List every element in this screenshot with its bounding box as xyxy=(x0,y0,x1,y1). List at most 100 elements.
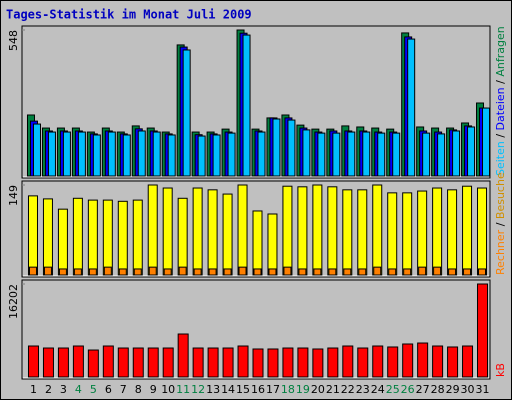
bar xyxy=(418,266,427,276)
bar xyxy=(313,268,322,276)
bar xyxy=(478,268,487,276)
bar xyxy=(403,268,412,276)
bar xyxy=(87,349,99,378)
bar xyxy=(327,186,338,276)
y-tick-label: 16202 xyxy=(7,284,20,319)
bar xyxy=(222,193,233,276)
x-tick-label: 9 xyxy=(150,383,157,396)
bar xyxy=(47,131,56,177)
x-tick-label: 15 xyxy=(236,383,250,396)
bar xyxy=(208,268,217,276)
bar xyxy=(297,186,308,276)
x-tick-label: 1 xyxy=(30,383,37,396)
bar xyxy=(43,266,52,276)
bar xyxy=(372,345,384,378)
x-tick-label: 25 xyxy=(386,383,400,396)
x-tick-label: 27 xyxy=(416,383,430,396)
bar xyxy=(177,333,189,378)
bar xyxy=(267,213,278,276)
bar xyxy=(362,131,371,177)
bar xyxy=(222,347,234,378)
bar xyxy=(42,347,54,378)
bar xyxy=(357,347,369,378)
bar xyxy=(373,266,382,276)
bar xyxy=(147,347,159,378)
legend-separator: / xyxy=(494,130,507,141)
bar xyxy=(287,119,296,177)
bar xyxy=(72,345,84,378)
bar xyxy=(147,184,158,276)
x-tick-label: 2 xyxy=(45,383,52,396)
bar xyxy=(448,268,457,276)
bar xyxy=(192,187,203,276)
legend: kB xyxy=(494,363,507,377)
bar xyxy=(332,132,341,177)
legend-entry: kB xyxy=(494,363,507,377)
bar xyxy=(358,268,367,276)
bar xyxy=(432,345,444,378)
x-tick-label: 24 xyxy=(371,383,385,396)
x-tick-label: 30 xyxy=(461,383,475,396)
x-tick-label: 13 xyxy=(206,383,220,396)
bar xyxy=(118,268,127,276)
bar xyxy=(447,346,459,378)
bar xyxy=(117,200,128,276)
bar xyxy=(207,347,219,378)
bar xyxy=(162,347,174,378)
bar xyxy=(238,266,247,276)
bar xyxy=(402,192,413,276)
bar xyxy=(117,347,129,378)
bar xyxy=(463,268,472,276)
bar xyxy=(298,268,307,276)
x-tick-label: 10 xyxy=(161,383,175,396)
bar xyxy=(28,266,37,276)
bar xyxy=(467,126,476,177)
bar xyxy=(388,268,397,276)
bar xyxy=(102,199,113,276)
bar xyxy=(312,184,323,276)
chart-title: Tages-Statistik im Monat Juli 2009 xyxy=(6,8,252,22)
bar xyxy=(282,347,294,378)
bar xyxy=(482,107,491,177)
bar xyxy=(163,268,172,276)
x-tick-label: 23 xyxy=(356,383,370,396)
bar xyxy=(252,348,264,378)
bar xyxy=(212,134,221,177)
bar xyxy=(328,268,337,276)
bar xyxy=(372,184,383,276)
x-tick-label: 31 xyxy=(476,383,490,396)
bar xyxy=(192,347,204,378)
bar xyxy=(193,268,202,276)
bar xyxy=(268,268,277,276)
bar xyxy=(357,189,368,276)
bar xyxy=(402,343,414,378)
bar xyxy=(422,132,431,177)
x-tick-label: 28 xyxy=(431,383,445,396)
bar xyxy=(177,197,188,276)
bar xyxy=(302,129,311,177)
x-tick-label: 26 xyxy=(401,383,415,396)
x-tick-label: 4 xyxy=(75,383,82,396)
bar xyxy=(87,199,98,276)
bar xyxy=(132,199,143,276)
bar xyxy=(387,192,398,276)
bar xyxy=(257,131,266,177)
legend: Rechner / Besuche xyxy=(494,172,507,275)
bar xyxy=(42,198,53,276)
bar xyxy=(282,185,293,276)
bar xyxy=(102,345,114,378)
x-tick-label: 20 xyxy=(311,383,325,396)
bar xyxy=(347,131,356,177)
bar xyxy=(167,134,176,177)
bar xyxy=(477,283,489,378)
bar xyxy=(477,187,488,276)
x-tick-label: 7 xyxy=(120,383,127,396)
legend-separator: / xyxy=(494,77,507,88)
bar xyxy=(77,131,86,177)
bar xyxy=(162,187,173,276)
x-tick-label: 17 xyxy=(266,383,280,396)
bar xyxy=(283,266,292,276)
legend-entry: Rechner xyxy=(494,229,507,275)
bar xyxy=(88,268,97,276)
